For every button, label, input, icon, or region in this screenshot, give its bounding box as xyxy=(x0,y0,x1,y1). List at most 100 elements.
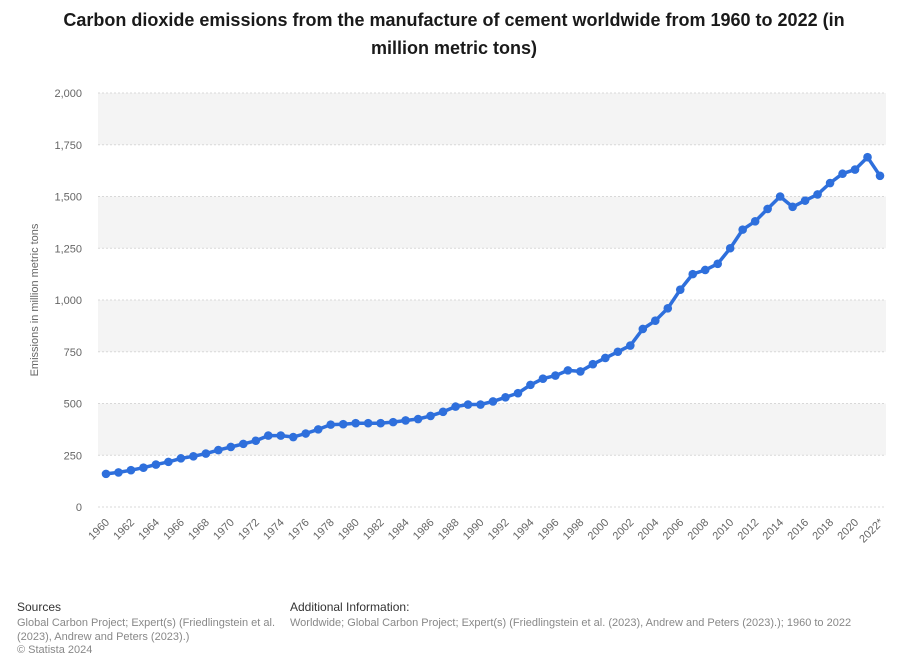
x-tick-label: 1998 xyxy=(561,517,587,543)
x-tick-label: 1964 xyxy=(136,517,162,543)
y-tick-label: 750 xyxy=(64,347,82,359)
data-point xyxy=(588,359,598,369)
data-point xyxy=(164,457,173,467)
sources-text: Global Carbon Project; Expert(s) (Friedl… xyxy=(17,617,275,643)
x-tick-label: 1984 xyxy=(386,517,412,543)
data-point xyxy=(114,468,123,477)
data-point xyxy=(513,388,523,398)
data-point xyxy=(326,420,336,429)
data-point xyxy=(563,366,573,375)
y-axis-ticks: 0 250 500 750 1,000 1,250 1,500 1,750 2,000 xyxy=(54,88,82,514)
data-point xyxy=(626,341,635,350)
data-point xyxy=(750,217,760,226)
data-point xyxy=(488,397,498,406)
data-point xyxy=(738,225,747,234)
data-point xyxy=(126,465,136,475)
data-point xyxy=(800,196,810,205)
data-point xyxy=(576,367,585,376)
chart-title: Carbon dioxide emissions from the manufa… xyxy=(63,10,845,58)
x-tick-label: 2010 xyxy=(711,517,737,543)
data-point xyxy=(863,152,872,162)
x-tick-label: 2022* xyxy=(857,516,886,545)
data-point xyxy=(301,429,311,438)
data-point xyxy=(700,265,710,275)
data-point xyxy=(189,451,198,461)
y-tick-label: 250 xyxy=(64,450,82,462)
x-tick-label: 2014 xyxy=(760,517,786,543)
data-point xyxy=(638,324,648,334)
data-point xyxy=(501,392,510,402)
data-point xyxy=(650,316,660,326)
x-tick-label: 1970 xyxy=(211,517,237,543)
data-point xyxy=(351,418,360,428)
data-point xyxy=(838,169,847,179)
data-point xyxy=(388,417,398,427)
data-point xyxy=(363,418,373,428)
data-point xyxy=(850,165,860,174)
data-point xyxy=(239,439,248,449)
x-tick-label: 1980 xyxy=(336,517,362,543)
x-tick-label: 1962 xyxy=(111,517,137,543)
y-tick-label: 0 xyxy=(76,502,82,514)
y-axis-label: Emissions in million metric tons xyxy=(29,223,41,376)
x-tick-label: 1996 xyxy=(536,517,562,543)
data-point xyxy=(263,431,273,440)
data-point xyxy=(288,432,298,442)
plot-background-bands xyxy=(98,93,886,456)
data-point xyxy=(413,414,423,424)
x-tick-label: 1988 xyxy=(436,517,462,543)
data-point xyxy=(251,436,261,446)
data-point xyxy=(139,463,148,472)
data-point xyxy=(725,243,735,253)
data-point xyxy=(201,449,211,458)
y-tick-label: 1,500 xyxy=(54,192,82,204)
data-point xyxy=(438,407,448,417)
x-tick-label: 2020 xyxy=(835,517,861,543)
x-axis-ticks: 1960 1962 1964 1966 1968 1970 1972 1974 1976 1978… xyxy=(86,516,886,545)
background-band xyxy=(98,196,886,249)
y-tick-label: 2,000 xyxy=(54,88,82,100)
x-tick-label: 1982 xyxy=(361,517,387,543)
copyright: © Statista 2024 xyxy=(17,644,93,656)
data-point xyxy=(226,442,236,452)
data-point xyxy=(601,353,610,363)
data-point xyxy=(551,371,560,380)
data-point xyxy=(763,204,772,214)
data-point xyxy=(713,259,723,269)
data-points xyxy=(101,152,885,479)
data-point xyxy=(788,202,797,212)
background-band xyxy=(98,300,886,352)
line-chart: 0 250 500 750 1,000 1,250 1,500 1,750 2,000 1960… xyxy=(29,88,887,545)
x-tick-label: 1992 xyxy=(486,517,512,543)
x-tick-label: 1972 xyxy=(236,517,262,543)
data-point xyxy=(688,269,698,279)
data-point xyxy=(176,454,186,463)
y-tick-label: 1,000 xyxy=(54,295,82,307)
data-point xyxy=(875,171,885,181)
data-point xyxy=(526,380,535,390)
x-tick-label: 2004 xyxy=(636,517,662,543)
data-point xyxy=(825,178,835,188)
x-tick-label: 1986 xyxy=(411,517,437,543)
x-tick-label: 1978 xyxy=(311,517,337,543)
additional-info-heading: Additional Information: xyxy=(290,600,410,614)
data-point xyxy=(276,431,286,440)
data-point xyxy=(401,416,410,425)
data-point xyxy=(376,418,385,428)
data-point xyxy=(338,419,348,429)
data-point xyxy=(463,400,473,409)
x-tick-label: 1966 xyxy=(161,517,187,543)
data-point xyxy=(613,347,623,357)
data-point xyxy=(775,192,785,201)
data-point xyxy=(426,411,435,421)
data-point xyxy=(813,190,822,199)
additional-info-text: Worldwide; Global Carbon Project; Expert… xyxy=(290,617,852,629)
x-tick-label: 2008 xyxy=(686,517,712,543)
x-tick-label: 1960 xyxy=(86,517,112,543)
x-tick-label: 2002 xyxy=(611,517,637,543)
x-tick-label: 2000 xyxy=(586,517,612,543)
x-tick-label: 2006 xyxy=(661,517,687,543)
data-point xyxy=(663,303,673,313)
sources-block: Sources Global Carbon Project; Expert(s)… xyxy=(17,600,277,644)
x-tick-label: 1976 xyxy=(286,517,312,543)
